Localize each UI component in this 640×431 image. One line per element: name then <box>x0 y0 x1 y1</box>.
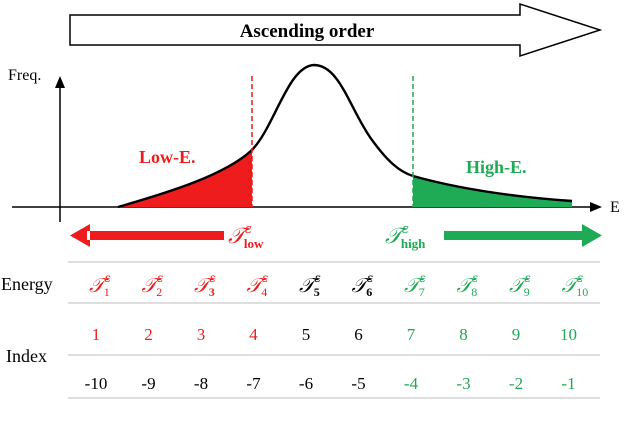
y-axis-arrowhead <box>55 76 65 88</box>
energy-symbol-4: 𝒯ε 4 <box>247 271 269 299</box>
x-axis-arrowhead <box>590 202 602 212</box>
low-energy-label: Low-E. <box>139 147 196 167</box>
energy-symbol-9: 𝒯ε 9 <box>509 271 531 299</box>
energy-symbol-8: 𝒯ε 8 <box>457 271 479 299</box>
index-value-2: 2 <box>144 325 153 344</box>
y-axis-label: Freq. <box>8 67 41 84</box>
high-set-arrow <box>444 224 602 247</box>
index-value-7: 7 <box>407 325 416 344</box>
index-value-5: 5 <box>302 325 311 344</box>
low-energy-tail-fill <box>118 150 252 207</box>
neg-index-value-8: -3 <box>456 374 470 393</box>
neg-index-value-6: -5 <box>351 374 365 393</box>
low-set-arrow <box>70 224 224 247</box>
ascending-order-label: Ascending order <box>240 21 375 42</box>
energy-symbol-3: 𝒯ε 3 <box>194 271 216 299</box>
energy-symbol-1: 𝒯ε 1 <box>89 271 111 299</box>
energy-symbol-10: 𝒯ε 10 <box>562 271 589 299</box>
low-set-symbol: 𝒯ε low <box>228 222 264 251</box>
neg-index-value-7: -4 <box>404 374 419 393</box>
index-row-label: Index <box>6 346 47 366</box>
neg-index-value-10: -1 <box>561 374 575 393</box>
index-value-10: 10 <box>560 325 577 344</box>
neg-index-value-1: -10 <box>85 374 108 393</box>
energy-symbol-6: 𝒯ε 6 <box>352 271 374 299</box>
neg-index-value-3: -8 <box>194 374 208 393</box>
index-value-8: 8 <box>459 325 468 344</box>
index-value-6: 6 <box>354 325 363 344</box>
energy-symbol-7: 𝒯ε 7 <box>404 271 426 299</box>
neg-index-value-2: -9 <box>141 374 155 393</box>
energy-row-label: Energy <box>1 274 53 294</box>
high-energy-label: High-E. <box>466 157 527 177</box>
index-value-4: 4 <box>249 325 258 344</box>
index-value-1: 1 <box>92 325 101 344</box>
neg-index-value-5: -6 <box>299 374 313 393</box>
energy-symbol-5: 𝒯ε 5 <box>299 271 321 299</box>
ascending-order-arrow <box>69 2 603 58</box>
energy-index-table: Energy Index 𝒯ε 1 1 -10 𝒯ε 2 2 -9 𝒯ε 3 3 -8 𝒯ε 4 4 -7 𝒯ε… <box>1 261 600 399</box>
index-value-9: 9 <box>512 325 521 344</box>
index-value-3: 3 <box>197 325 206 344</box>
neg-index-value-4: -7 <box>246 374 261 393</box>
energy-symbol-2: 𝒯ε 2 <box>142 271 164 299</box>
x-axis-label: E <box>610 199 620 216</box>
high-energy-tail-fill <box>413 176 572 207</box>
distribution-curve <box>117 63 573 209</box>
high-set-symbol: 𝒯ε high <box>385 222 426 251</box>
neg-index-value-9: -2 <box>509 374 523 393</box>
